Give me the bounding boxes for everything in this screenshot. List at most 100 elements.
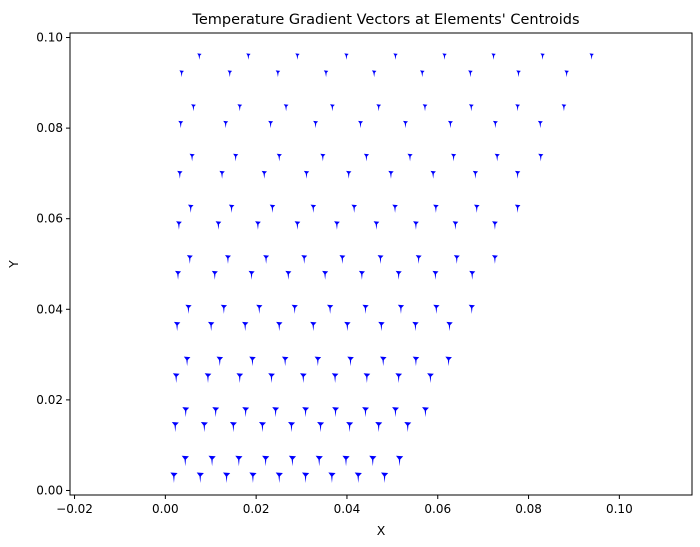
gradient-vector-arrow: [208, 455, 216, 467]
gradient-vector-arrow: [447, 120, 453, 129]
gradient-vector-arrow: [373, 221, 380, 230]
gradient-vector-arrow: [589, 53, 594, 60]
gradient-vector-arrow: [494, 153, 500, 162]
gradient-vector-arrow: [379, 356, 387, 367]
gradient-vector-arrow: [332, 407, 340, 418]
gradient-vector-arrow: [255, 221, 261, 230]
gradient-vector-arrow: [342, 455, 350, 467]
gradient-vector-arrow: [446, 321, 453, 332]
gradient-vector-arrow: [187, 204, 194, 213]
gradient-vector-arrow: [229, 421, 237, 433]
gradient-vector-arrow: [363, 373, 371, 384]
gradient-vector-arrow: [310, 204, 317, 213]
gradient-vector-arrow: [371, 70, 377, 78]
gradient-vector-arrow: [315, 455, 323, 467]
gradient-vector-arrow: [388, 170, 394, 179]
gradient-vector-arrow: [469, 270, 476, 280]
gradient-vector-arrow: [327, 304, 334, 314]
gradient-vector-arrow: [285, 270, 292, 280]
gradient-vector-arrow: [170, 472, 178, 484]
gradient-vector-arrow: [216, 356, 224, 367]
gradient-vector-arrow: [468, 104, 474, 112]
gradient-vector-arrow: [415, 255, 422, 264]
gradient-vector-arrow: [362, 304, 369, 314]
x-tick-label: 0.08: [515, 502, 542, 516]
gradient-vector-arrow: [310, 321, 317, 332]
x-tick-label: 0.06: [424, 502, 451, 516]
gradient-vector-arrow: [220, 304, 228, 314]
gradient-vector-arrow: [347, 356, 354, 367]
gradient-vector-arrow: [276, 321, 283, 332]
gradient-vector-arrow: [451, 153, 457, 162]
gradient-vector-arrow: [177, 170, 183, 179]
gradient-vector-arrow: [474, 204, 480, 213]
vector-field: [170, 53, 594, 484]
gradient-vector-arrow: [322, 270, 329, 280]
gradient-vector-arrow: [302, 472, 310, 484]
gradient-vector-arrow: [492, 120, 498, 129]
gradient-vector-arrow: [302, 407, 310, 418]
gradient-vector-arrow: [492, 221, 498, 230]
gradient-vector-arrow: [404, 421, 412, 433]
gradient-vector-arrow: [268, 373, 275, 384]
gradient-vector-arrow: [491, 53, 496, 60]
gradient-vector-arrow: [334, 221, 340, 230]
gradient-vector-arrow: [422, 104, 428, 112]
gradient-vector-arrow: [258, 421, 267, 433]
x-tick-label: 0.02: [243, 502, 270, 516]
gradient-vector-arrow: [248, 270, 255, 280]
gradient-vector-arrow: [413, 221, 419, 230]
gradient-vector-arrow: [564, 70, 569, 78]
gradient-vector-arrow: [275, 70, 281, 78]
gradient-vector-arrow: [301, 255, 308, 264]
gradient-vector-arrow: [561, 104, 567, 112]
gradient-vector-arrow: [433, 204, 439, 213]
gradient-vector-arrow: [208, 321, 215, 332]
gradient-vector-arrow: [395, 270, 402, 280]
gradient-vector-arrow: [225, 255, 231, 264]
gradient-vector-arrow: [427, 373, 434, 384]
gradient-vector-arrow: [300, 373, 307, 384]
gradient-vector-arrow: [516, 70, 521, 78]
y-axis-label: Y: [6, 260, 21, 269]
gradient-vector-arrow: [219, 170, 225, 179]
gradient-vector-arrow: [197, 53, 202, 60]
y-tick-label: 0.02: [36, 393, 63, 407]
gradient-vector-arrow: [211, 270, 218, 280]
gradient-vector-arrow: [268, 120, 274, 129]
gradient-vector-arrow: [186, 255, 193, 264]
gradient-vector-arrow: [344, 321, 351, 332]
gradient-vector-arrow: [344, 53, 349, 60]
gradient-vector-arrow: [403, 120, 408, 129]
gradient-vector-arrow: [223, 472, 231, 484]
gradient-vector-arrow: [171, 421, 179, 433]
gradient-vector-arrow: [468, 70, 473, 78]
chart-title: Temperature Gradient Vectors at Elements…: [191, 12, 579, 28]
gradient-vector-arrow: [191, 104, 196, 112]
gradient-vector-arrow: [358, 270, 365, 280]
gradient-vector-arrow: [314, 356, 322, 367]
gradient-vector-arrow: [430, 170, 436, 179]
gradient-vector-arrow: [392, 407, 399, 418]
gradient-vector-arrow: [196, 472, 204, 484]
gradient-vector-arrow: [515, 104, 521, 112]
gradient-vector-arrow: [381, 472, 389, 484]
gradient-vector-arrow: [317, 421, 325, 433]
gradient-vector-arrow: [362, 407, 370, 418]
gradient-vector-arrow: [303, 170, 310, 179]
gradient-vector-arrow: [172, 373, 180, 384]
gradient-vector-arrow: [281, 356, 289, 367]
gradient-vector-arrow: [320, 153, 326, 162]
gradient-vector-arrow: [236, 373, 244, 384]
gradient-vector-arrow: [363, 153, 370, 162]
gradient-vector-arrow: [346, 170, 352, 179]
gradient-vector-arrow: [491, 255, 498, 264]
gradient-vector-arrow: [540, 53, 545, 60]
x-tick-label: 0.10: [606, 502, 633, 516]
gradient-vector-arrow: [246, 53, 251, 60]
gradient-vector-arrow: [392, 204, 398, 213]
gradient-vector-arrow: [323, 70, 329, 78]
gradient-vector-arrow: [272, 407, 280, 418]
gradient-vector-arrow: [514, 170, 521, 179]
